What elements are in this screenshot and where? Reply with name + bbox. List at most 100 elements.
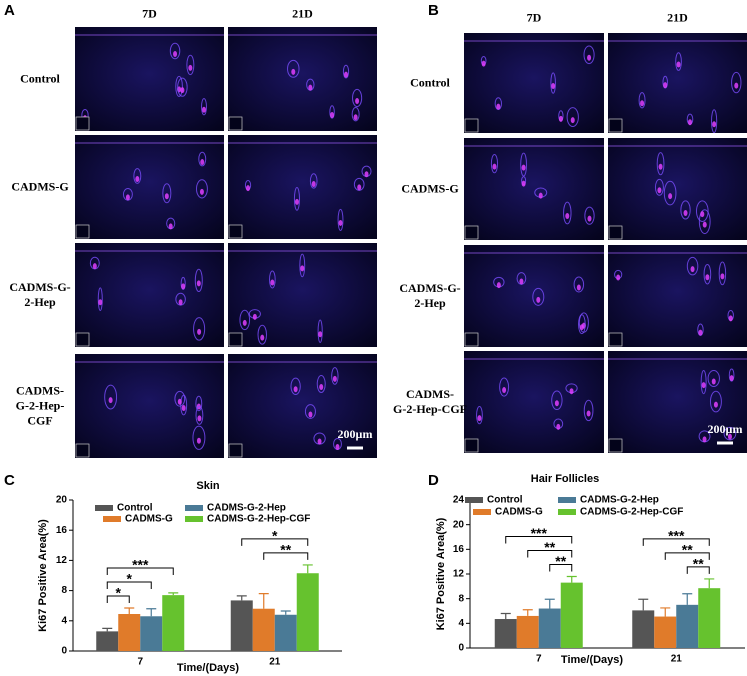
significance-bracket: [549, 563, 573, 572]
ki67-signal: [554, 400, 559, 407]
ki67-signal: [108, 397, 113, 404]
follicle: [675, 52, 682, 71]
follicle: [309, 173, 318, 189]
ki67-signal: [688, 119, 693, 126]
ki67-signal: [332, 375, 337, 382]
legend-label: CADMS-G-2-Hep-CGF: [207, 514, 310, 525]
ki67-signal: [502, 387, 507, 394]
ki67-signal: [663, 82, 668, 89]
bar: [698, 588, 721, 648]
significance-bracket: [241, 538, 309, 546]
follicle: [269, 270, 276, 289]
ki67-signal: [576, 284, 581, 291]
ki67-signal: [658, 163, 663, 170]
inset: [228, 116, 243, 131]
ki67-signal: [178, 299, 183, 306]
ki67-signal: [587, 54, 592, 61]
ki67-signal: [308, 84, 313, 91]
significance-label: **: [555, 553, 566, 569]
error-bar: [638, 598, 649, 611]
ki67-signal: [521, 180, 526, 187]
micrograph: [608, 245, 747, 347]
ki67-signal: [293, 386, 298, 393]
ki67-signal: [698, 329, 703, 336]
ki67-signal: [558, 115, 563, 122]
inset: [608, 225, 623, 240]
inset: [608, 332, 623, 347]
follicle: [573, 276, 585, 293]
follicle: [195, 179, 208, 199]
micrograph: [228, 243, 377, 347]
y-axis-label: Ki67 Positive Area(%): [435, 517, 447, 630]
legend-label: Control: [117, 503, 153, 514]
ki67-signal: [701, 382, 706, 389]
significance-label: *: [116, 585, 122, 601]
y-tick-label: 12: [56, 555, 68, 566]
error-bar: [704, 578, 715, 589]
inset: [75, 116, 90, 131]
follicle: [578, 314, 586, 335]
y-tick-label: 20: [56, 495, 68, 506]
inset: [75, 443, 90, 458]
ki67-signal: [318, 331, 323, 338]
scale-bar-label: 200µm: [338, 427, 373, 441]
significance-label: **: [544, 539, 555, 555]
micrograph: [464, 138, 604, 240]
inset: [228, 332, 243, 347]
ki67-signal: [197, 415, 202, 422]
ki67-signal: [173, 50, 178, 57]
bar: [560, 582, 583, 648]
row-label: CADMS- G-2-Hep- CGF: [15, 383, 65, 428]
follicle: [186, 54, 195, 76]
error-bar: [124, 607, 135, 615]
y-tick-label: 0: [61, 646, 67, 657]
panel-letter: A: [4, 2, 15, 19]
ki67-signal: [181, 405, 186, 412]
inset: [464, 438, 479, 453]
follicle: [192, 425, 206, 450]
ki67-signal: [705, 274, 710, 281]
significance-bracket: [505, 535, 573, 544]
ki67-signal: [135, 175, 140, 182]
row-label: CADMS-G: [11, 179, 69, 194]
error-bar: [146, 608, 157, 617]
row-label: CADMS-G: [401, 181, 459, 196]
inset: [608, 118, 623, 133]
ki67-signal: [294, 198, 299, 205]
follicle: [337, 208, 344, 231]
ki67-signal: [579, 324, 584, 331]
follicle: [257, 324, 268, 345]
ki67-signal: [343, 71, 348, 78]
column-header: 21D: [292, 6, 313, 21]
follicle: [195, 395, 203, 412]
ki67-signal: [713, 401, 718, 408]
bar: [274, 614, 297, 651]
ki67-signal: [308, 411, 313, 418]
follicle: [680, 200, 691, 220]
follicle: [731, 71, 742, 94]
follicle: [239, 309, 251, 331]
follicle: [200, 98, 207, 116]
error-bar: [522, 609, 533, 616]
y-tick-label: 16: [56, 525, 68, 536]
bar: [252, 608, 275, 651]
significance-label: **: [682, 542, 693, 558]
ki67-signal: [291, 68, 296, 75]
micrograph: [608, 138, 747, 240]
follicle: [317, 319, 323, 343]
follicle: [703, 264, 712, 285]
follicle: [329, 105, 335, 119]
follicle: [342, 64, 350, 79]
follicle: [104, 384, 118, 410]
bar: [676, 604, 699, 648]
ki67-signal: [242, 319, 247, 326]
ki67-signal: [702, 436, 707, 443]
legend-label: CADMS-G: [125, 514, 173, 525]
legend-swatch: [558, 497, 576, 503]
error-bar: [500, 612, 511, 620]
chart-title: Hair Follicles: [531, 473, 599, 485]
ki67-signal: [587, 215, 592, 222]
follicle: [499, 377, 510, 397]
ki67-signal: [569, 388, 574, 395]
follicle: [583, 45, 595, 65]
